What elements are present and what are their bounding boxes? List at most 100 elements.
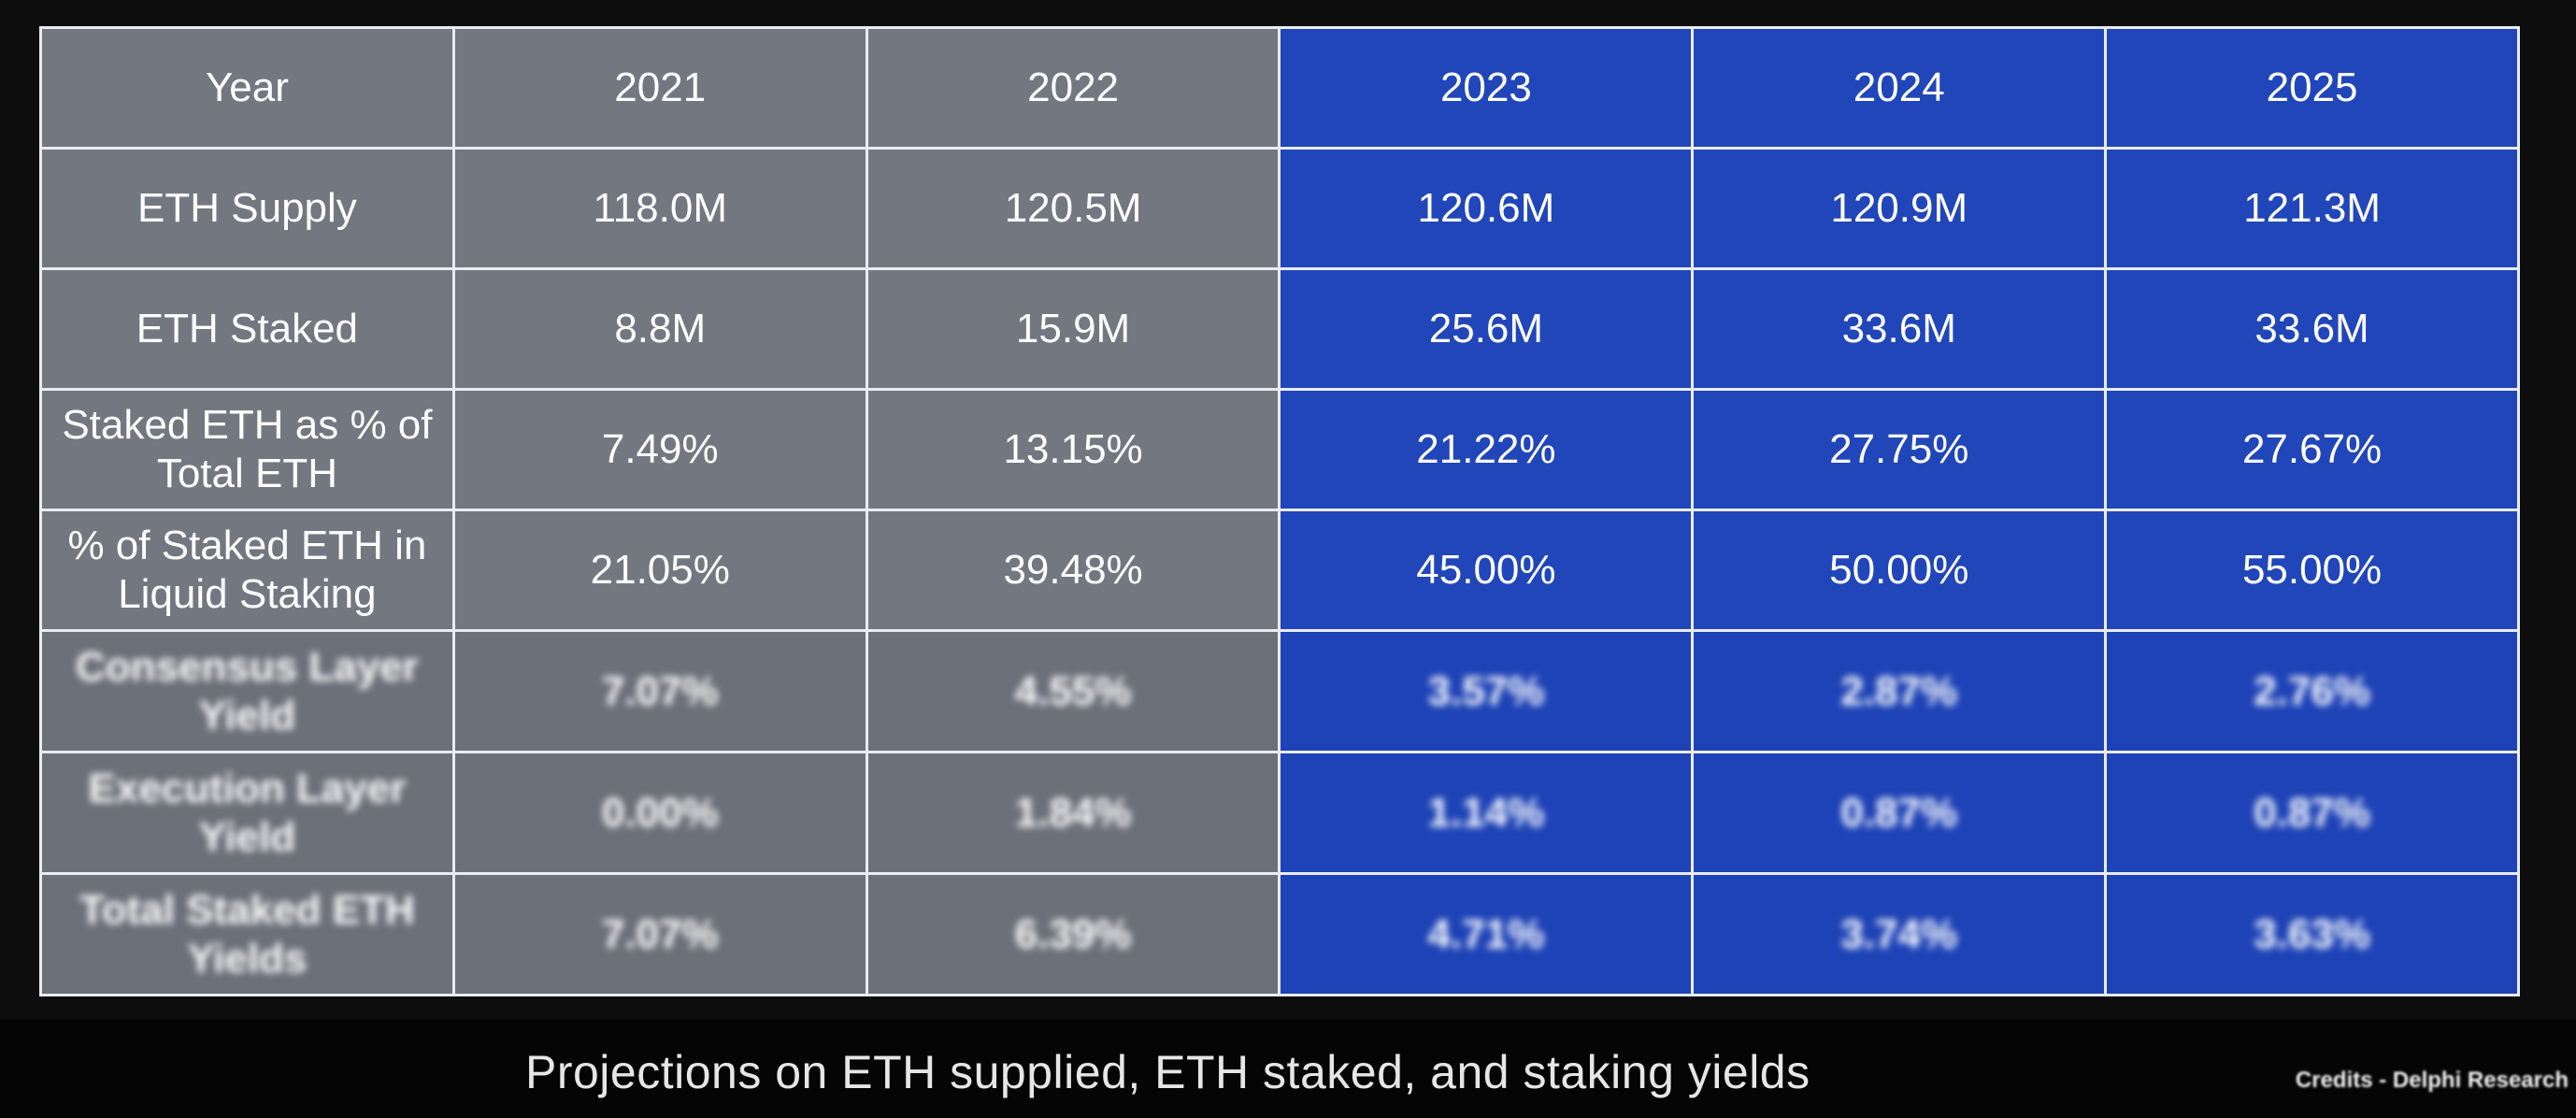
data-table: Year 2021 2022 2023 2024 2025 ETH Supply 118.0M… — [39, 26, 2520, 996]
value-cell: 2.76% — [2104, 629, 2520, 753]
table-row: Execution Layer Yield 0.00% 1.84% 1.14% 0.87… — [39, 751, 2520, 875]
value-cell: 13.15% — [865, 388, 1281, 511]
cell-value: 33.6M — [1841, 306, 1956, 352]
cell-value: 2.76% — [2254, 667, 2370, 714]
value-cell: 33.6M — [1691, 267, 2108, 391]
value-cell: 33.6M — [2104, 267, 2520, 391]
cell-value: 1.14% — [1427, 789, 1545, 836]
value-cell: 6.39% — [865, 872, 1281, 996]
row-label: ETH Staked — [136, 306, 359, 352]
cell-value: 21.05% — [590, 547, 730, 594]
row-label-cell: ETH Staked — [39, 267, 455, 391]
header-text: Year — [205, 64, 289, 111]
row-label: Staked ETH as % of Total ETH — [62, 402, 433, 496]
value-cell: 4.71% — [1278, 872, 1695, 996]
cell-value: 45.00% — [1416, 547, 1556, 594]
cell-value: 21.22% — [1416, 426, 1556, 473]
cell-value: 1.84% — [1014, 789, 1132, 836]
value-cell: 3.74% — [1691, 872, 2108, 996]
cell-value: 118.0M — [593, 185, 727, 232]
value-cell: 55.00% — [2104, 509, 2520, 632]
cell-value: 27.75% — [1829, 426, 1969, 473]
cell-value: 7.07% — [601, 667, 719, 714]
value-cell: 0.87% — [1691, 751, 2108, 875]
header-cell-year: 2023 — [1278, 26, 1695, 150]
cell-value: 15.9M — [1015, 306, 1131, 352]
cell-value: 7.49% — [601, 426, 719, 473]
header-text: 2022 — [1027, 64, 1120, 111]
value-cell: 50.00% — [1691, 509, 2108, 632]
caption-bar — [0, 1019, 2576, 1118]
cell-value: 39.48% — [1003, 547, 1143, 594]
value-cell: 7.07% — [451, 629, 868, 753]
cell-value: 50.00% — [1829, 547, 1969, 594]
cell-value: 7.07% — [601, 910, 719, 957]
cell-value: 4.55% — [1014, 667, 1132, 714]
value-cell: 45.00% — [1278, 509, 1695, 632]
value-cell: 0.87% — [2104, 751, 2520, 875]
value-cell: 3.63% — [2104, 872, 2520, 996]
header-cell-year: 2025 — [2104, 26, 2520, 150]
row-label: ETH Supply — [137, 185, 357, 232]
value-cell: 8.8M — [451, 267, 868, 391]
cell-value: 6.39% — [1014, 910, 1132, 957]
table-row: % of Staked ETH in Liquid Staking 21.05% 3… — [39, 509, 2520, 632]
table-body: Year 2021 2022 2023 2024 2025 ETH Supply 118.0M… — [39, 26, 2520, 996]
cell-value: 0.00% — [601, 789, 719, 836]
header-cell-year: 2022 — [865, 26, 1281, 150]
value-cell: 15.9M — [865, 267, 1281, 391]
value-cell: 27.75% — [1691, 388, 2108, 511]
header-cell-year: 2021 — [451, 26, 868, 150]
cell-value: 13.15% — [1003, 426, 1143, 473]
data-table-container: Year 2021 2022 2023 2024 2025 ETH Supply 118.0M… — [39, 26, 2520, 996]
value-cell: 4.55% — [865, 629, 1281, 753]
value-cell: 1.14% — [1278, 751, 1695, 875]
value-cell: 0.00% — [451, 751, 868, 875]
value-cell: 7.07% — [451, 872, 868, 996]
row-label-cell: Total Staked ETH Yields — [39, 872, 455, 996]
header-text: 2023 — [1439, 64, 1532, 111]
value-cell: 7.49% — [451, 388, 868, 511]
cell-value: 25.6M — [1428, 306, 1544, 352]
cell-value: 33.6M — [2254, 306, 2369, 352]
credits-text: Credits - Delphi Research — [2295, 1068, 2569, 1093]
value-cell: 121.3M — [2104, 147, 2520, 270]
header-cell-year: 2024 — [1691, 26, 2108, 150]
value-cell: 2.87% — [1691, 629, 2108, 753]
cell-value: 120.6M — [1417, 185, 1555, 232]
header-text: 2024 — [1853, 64, 1945, 111]
row-label-cell: Consensus Layer Yield — [39, 629, 455, 753]
row-label-cell: Staked ETH as % of Total ETH — [39, 388, 455, 511]
value-cell: 1.84% — [865, 751, 1281, 875]
value-cell: 27.67% — [2104, 388, 2520, 511]
value-cell: 120.5M — [865, 147, 1281, 270]
row-label: Total Staked ETH Yields — [79, 886, 415, 982]
row-label: % of Staked ETH in Liquid Staking — [67, 523, 427, 617]
cell-value: 3.57% — [1427, 667, 1545, 714]
value-cell: 21.22% — [1278, 388, 1695, 511]
cell-value: 55.00% — [2241, 547, 2383, 594]
header-text: 2021 — [614, 64, 707, 111]
row-label: Execution Layer Yield — [88, 765, 407, 860]
cell-value: 4.71% — [1427, 910, 1545, 957]
cell-value: 121.3M — [2243, 185, 2381, 232]
table-row: Total Staked ETH Yields 7.07% 6.39% 4.71% 3.… — [39, 872, 2520, 996]
cell-value: 27.67% — [2241, 426, 2383, 473]
cell-value: 8.8M — [614, 306, 707, 352]
header-text: 2025 — [2266, 64, 2358, 111]
cell-value: 120.5M — [1004, 185, 1142, 232]
row-label-cell: ETH Supply — [39, 147, 455, 270]
header-row: Year 2021 2022 2023 2024 2025 — [39, 26, 2520, 150]
figure-caption: Projections on ETH supplied, ETH staked,… — [525, 1046, 1810, 1098]
row-label-cell: Execution Layer Yield — [39, 751, 455, 875]
cell-value: 0.87% — [1840, 789, 1958, 836]
row-label-cell: % of Staked ETH in Liquid Staking — [39, 509, 455, 632]
table-row: ETH Supply 118.0M 120.5M 120.6M 120.9M 121.3M — [39, 147, 2520, 270]
value-cell: 25.6M — [1278, 267, 1695, 391]
table-row: Staked ETH as % of Total ETH 7.49% 13.15% 2… — [39, 388, 2520, 511]
cell-value: 3.63% — [2254, 910, 2370, 957]
cell-value: 0.87% — [2254, 789, 2370, 836]
value-cell: 118.0M — [451, 147, 868, 270]
cell-value: 120.9M — [1830, 185, 1968, 232]
